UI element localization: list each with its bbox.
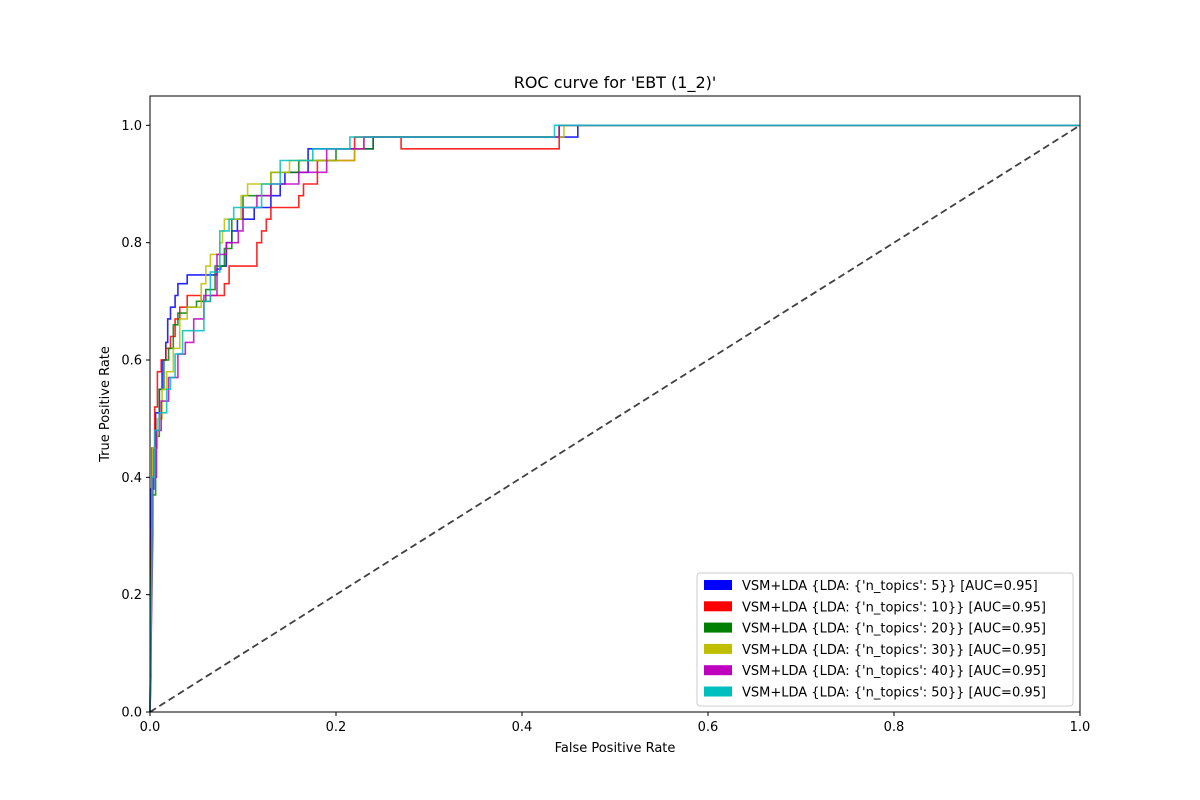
y-axis-label: True Positive Rate — [98, 346, 113, 463]
series-layer — [149, 124, 1081, 713]
legend-label-6: VSM+LDA {LDA: {'n_topics': 50}} [AUC=0.9… — [742, 686, 1046, 701]
legend: VSM+LDA {LDA: {'n_topics': 5}} [AUC=0.95… — [696, 572, 1074, 707]
legend-label-4: VSM+LDA {LDA: {'n_topics': 30}} [AUC=0.9… — [742, 643, 1046, 658]
legend-label-1: VSM+LDA {LDA: {'n_topics': 5}} [AUC=0.95… — [742, 579, 1038, 594]
x-tick-label: 0.4 — [512, 720, 533, 735]
roc-series-line-2 — [149, 124, 1080, 713]
legend-swatch-5 — [704, 665, 732, 676]
legend-swatch-1 — [704, 580, 732, 590]
legend-label-2: VSM+LDA {LDA: {'n_topics': 10}} [AUC=0.9… — [742, 600, 1046, 615]
legend-swatch-6 — [704, 686, 732, 697]
legend-entries: VSM+LDA {LDA: {'n_topics': 5}} [AUC=0.95… — [704, 579, 1046, 701]
roc-series-line-6 — [149, 124, 1080, 713]
y-tick-label: 0.4 — [121, 471, 142, 486]
roc-series-line-5 — [149, 124, 1080, 713]
legend-label-3: VSM+LDA {LDA: {'n_topics': 20}} [AUC=0.9… — [742, 622, 1046, 637]
y-tick-label: 0.6 — [121, 354, 142, 369]
y-tick-label: 0.8 — [121, 236, 142, 251]
plot-frame — [149, 95, 1081, 713]
x-tick-label: 0.8 — [884, 720, 905, 735]
legend-swatch-3 — [704, 622, 732, 633]
y-tick-label: 0.2 — [121, 588, 142, 603]
y-tick-label: 0.0 — [121, 706, 142, 721]
legend-label-5: VSM+LDA {LDA: {'n_topics': 40}} [AUC=0.9… — [742, 664, 1046, 679]
x-tick-label: 0.0 — [140, 720, 161, 735]
x-axis-ticks: 0.0 0.2 0.4 0.6 0.8 1.0 — [140, 712, 1091, 735]
x-tick-label: 1.0 — [1070, 720, 1091, 735]
legend-swatch-2 — [704, 601, 732, 612]
x-tick-label: 0.6 — [698, 720, 719, 735]
chart-title: ROC curve for 'EBT (1_2)' — [514, 73, 717, 93]
x-tick-label: 0.2 — [326, 720, 347, 735]
y-axis-ticks: 0.0 0.2 0.4 0.6 0.8 1.0 — [121, 119, 150, 721]
legend-swatch-4 — [704, 643, 732, 654]
x-axis-label: False Positive Rate — [555, 741, 676, 756]
legend-box — [696, 572, 1074, 707]
chance-diagonal-line — [149, 124, 1081, 713]
y-tick-label: 1.0 — [121, 119, 142, 134]
